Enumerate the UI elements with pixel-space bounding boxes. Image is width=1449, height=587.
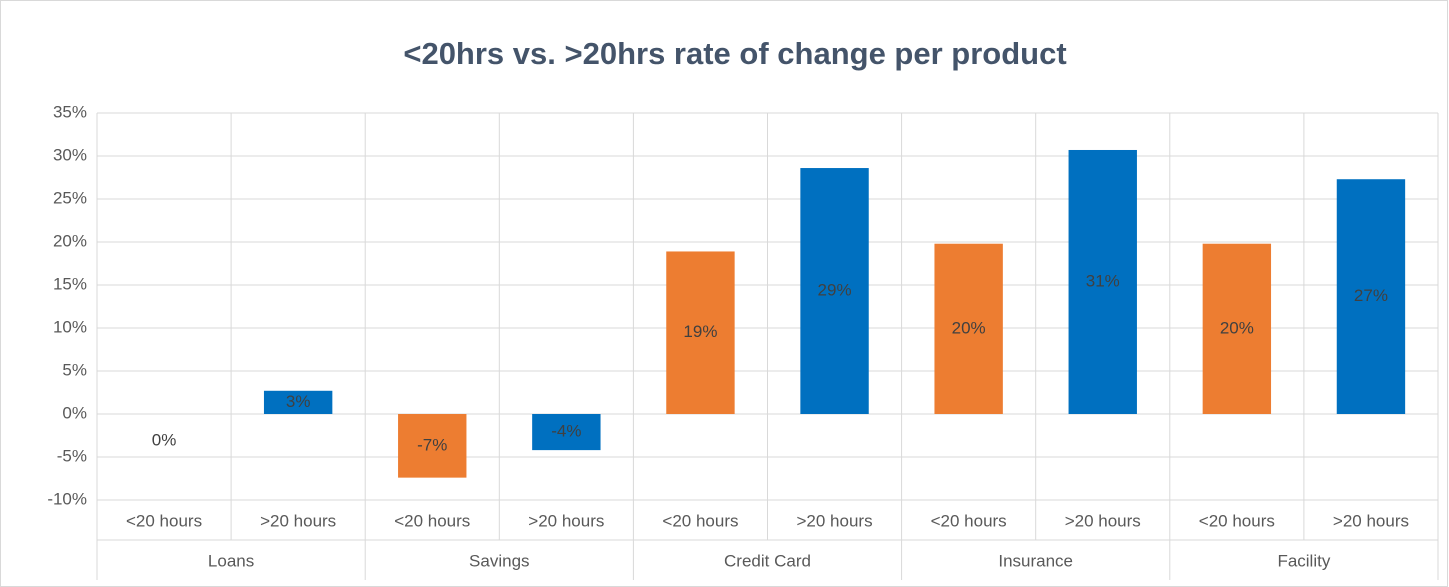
group-label: Loans: [208, 551, 254, 570]
bar: [1068, 149, 1137, 415]
bar: [263, 390, 333, 414]
x-tick-label: >20 hours: [528, 511, 604, 530]
data-label: 0%: [152, 430, 177, 449]
group-label: Facility: [1277, 551, 1330, 570]
bar: [532, 414, 601, 451]
y-tick-label: 30%: [53, 145, 87, 164]
x-tick-label: <20 hours: [394, 511, 470, 530]
data-label: 31%: [1086, 271, 1120, 290]
data-label: 19%: [683, 322, 717, 341]
bar: [1202, 243, 1272, 414]
y-tick-label: 25%: [53, 188, 87, 207]
y-tick-label: -10%: [47, 489, 87, 508]
x-tick-label: <20 hours: [1199, 511, 1275, 530]
x-tick-label: <20 hours: [126, 511, 202, 530]
bar: [398, 414, 467, 478]
bar: [666, 251, 735, 414]
data-label: -4%: [551, 422, 581, 441]
group-label: Insurance: [998, 551, 1073, 570]
group-label: Credit Card: [724, 551, 811, 570]
x-tick-label: >20 hours: [260, 511, 336, 530]
x-tick-label: >20 hours: [1065, 511, 1141, 530]
y-tick-label: 20%: [53, 231, 87, 250]
y-tick-label: -5%: [57, 446, 87, 465]
bar: [1336, 179, 1406, 414]
data-label: 20%: [1220, 318, 1254, 337]
y-tick-label: 5%: [62, 360, 87, 379]
x-tick-label: <20 hours: [662, 511, 738, 530]
y-tick-label: 15%: [53, 274, 87, 293]
x-tick-label: >20 hours: [1333, 511, 1409, 530]
data-label: 20%: [952, 318, 986, 337]
data-label: 29%: [818, 281, 852, 300]
x-tick-label: >20 hours: [797, 511, 873, 530]
bar: [800, 168, 869, 414]
y-tick-label: 0%: [62, 403, 87, 422]
x-tick-label: <20 hours: [931, 511, 1007, 530]
data-label: 27%: [1354, 286, 1388, 305]
chart-title: <20hrs vs. >20hrs rate of change per pro…: [403, 36, 1066, 71]
y-tick-label: 10%: [53, 317, 87, 336]
data-label: -7%: [417, 435, 447, 454]
bar: [934, 243, 1003, 414]
y-tick-label: 35%: [53, 102, 87, 121]
data-label: 3%: [286, 392, 311, 411]
group-label: Savings: [469, 551, 529, 570]
